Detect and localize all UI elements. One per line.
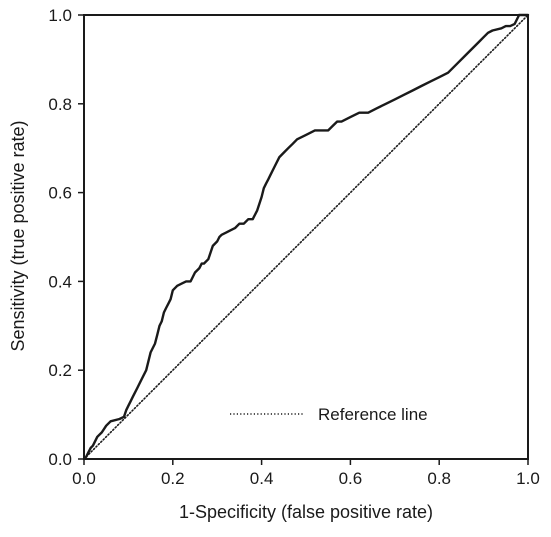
legend-label-reference-line: Reference line [318,405,428,424]
legend: Reference line [230,405,428,424]
x-axis-title: 1-Specificity (false positive rate) [179,502,433,522]
x-tick-label: 0.4 [250,469,274,488]
y-tick-label: 0.4 [48,272,72,291]
x-tick-label: 0.8 [427,469,451,488]
series-layer [82,13,530,461]
plot-frame [83,14,529,460]
x-tick-label: 0.0 [72,469,96,488]
y-tick-label: 0.6 [48,184,72,203]
x-tick-label: 0.6 [339,469,363,488]
y-tick-label: 1.0 [48,6,72,25]
x-tick-label: 1.0 [516,469,540,488]
x-tick-label: 0.2 [161,469,185,488]
reference-line-series [83,14,529,460]
y-tick-label: 0.2 [48,361,72,380]
roc-curve-series [82,13,530,461]
labels-layer: 1-Specificity (false positive rate) Sens… [8,120,433,522]
y-tick-label: 0.0 [48,450,72,469]
y-axis-title: Sensitivity (true positive rate) [8,120,28,351]
y-tick-label: 0.8 [48,95,72,114]
axes-layer: 0.0 0.2 0.4 0.6 0.8 1.0 0.0 0.2 0.4 0.6 0.8 1.0 [48,6,539,488]
